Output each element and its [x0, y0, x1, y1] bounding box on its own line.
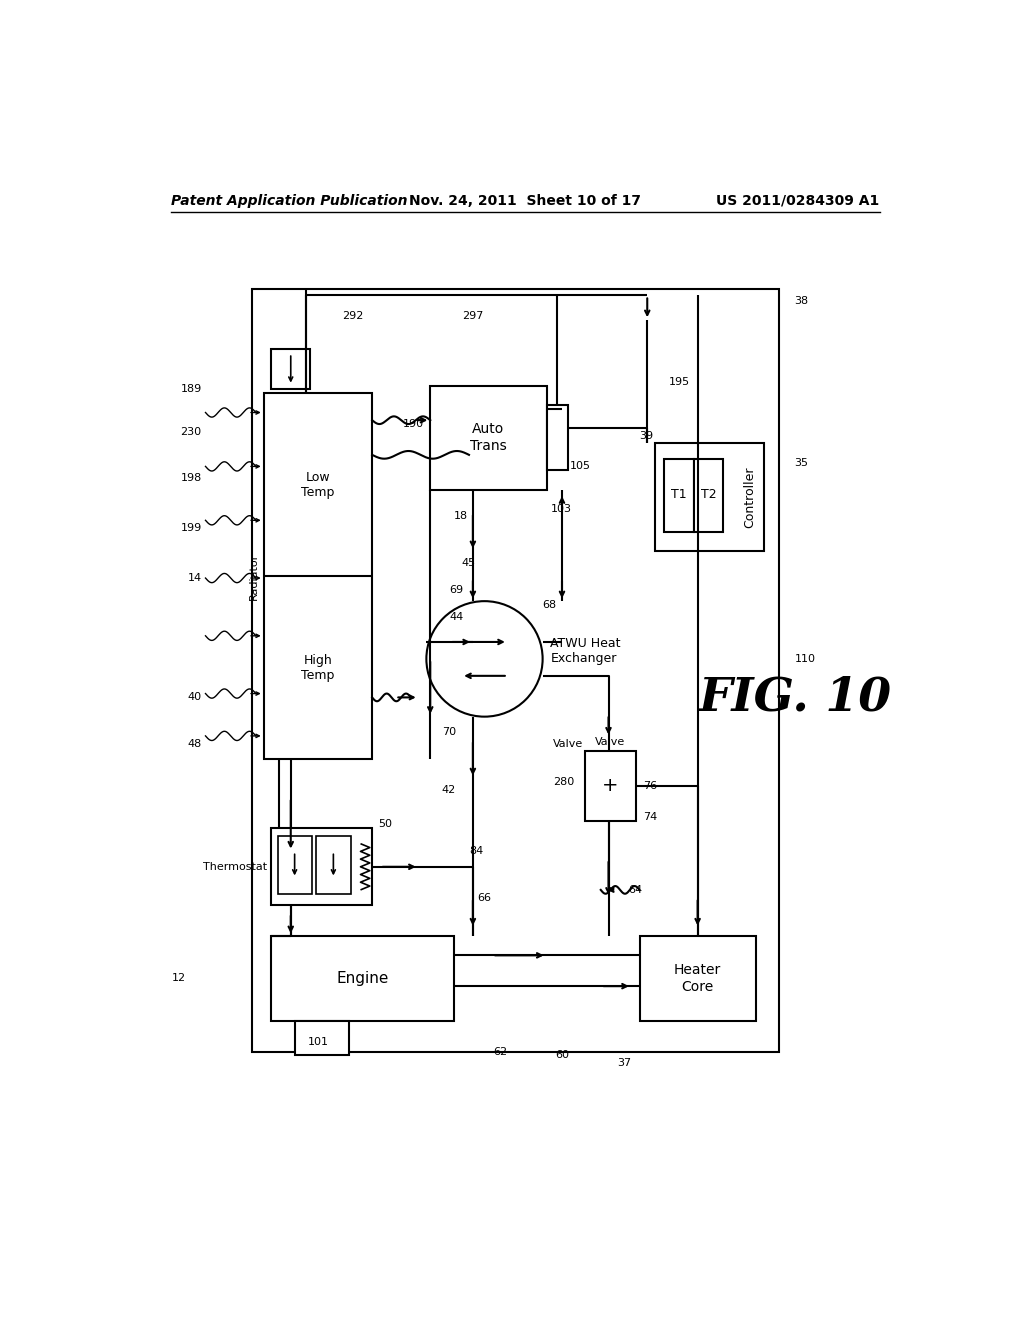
Bar: [271, 829, 372, 906]
Text: ATWU Heat
Exchanger: ATWU Heat Exchanger: [550, 638, 621, 665]
Text: 297: 297: [462, 312, 483, 321]
Bar: [263, 393, 372, 759]
Bar: [271, 350, 310, 389]
Text: 189: 189: [180, 384, 202, 395]
Text: 64: 64: [628, 884, 642, 895]
Text: 199: 199: [180, 523, 202, 533]
Text: 101: 101: [307, 1038, 329, 1047]
Text: 76: 76: [643, 781, 657, 791]
Bar: [547, 405, 568, 470]
Text: Auto
Trans: Auto Trans: [470, 422, 507, 453]
Text: Heater
Core: Heater Core: [674, 964, 721, 994]
Text: Valve: Valve: [553, 739, 583, 748]
Text: T1: T1: [671, 488, 687, 502]
Text: 45: 45: [461, 557, 475, 568]
Text: 190: 190: [403, 418, 424, 429]
Text: 84: 84: [469, 846, 483, 857]
Text: 50: 50: [378, 820, 392, 829]
Text: Valve: Valve: [595, 737, 626, 747]
Text: 66: 66: [477, 892, 490, 903]
Text: Patent Application Publication: Patent Application Publication: [171, 194, 408, 207]
Text: 230: 230: [180, 426, 202, 437]
Bar: [316, 836, 351, 894]
Text: 103: 103: [550, 504, 571, 513]
Text: 70: 70: [442, 727, 456, 737]
Bar: [430, 385, 547, 490]
Text: 68: 68: [543, 601, 557, 610]
Text: 292: 292: [342, 312, 364, 321]
Text: 62: 62: [493, 1047, 507, 1056]
Text: FIG. 10: FIG. 10: [698, 675, 891, 721]
Bar: [693, 459, 723, 532]
Text: Engine: Engine: [336, 972, 389, 986]
Bar: [271, 936, 454, 1020]
Text: Controller: Controller: [743, 466, 756, 528]
Text: Thermostat: Thermostat: [204, 862, 267, 871]
Bar: [278, 836, 312, 894]
Text: 198: 198: [180, 473, 202, 483]
Text: Nov. 24, 2011  Sheet 10 of 17: Nov. 24, 2011 Sheet 10 of 17: [409, 194, 641, 207]
Text: 42: 42: [442, 785, 456, 795]
Text: 105: 105: [569, 462, 591, 471]
Text: +: +: [602, 776, 618, 796]
Text: 60: 60: [555, 1051, 569, 1060]
Text: T2: T2: [700, 488, 716, 502]
Text: 110: 110: [795, 653, 815, 664]
Text: 37: 37: [616, 1059, 631, 1068]
Bar: [655, 444, 764, 552]
Text: 14: 14: [187, 573, 202, 583]
Text: US 2011/0284309 A1: US 2011/0284309 A1: [717, 194, 880, 207]
Bar: [640, 936, 756, 1020]
Text: 35: 35: [795, 458, 809, 467]
Text: 18: 18: [454, 511, 468, 521]
Text: High
Temp: High Temp: [301, 653, 335, 681]
Bar: [586, 751, 636, 821]
Text: 74: 74: [643, 812, 657, 822]
Text: 69: 69: [450, 585, 464, 594]
Text: 40: 40: [187, 693, 202, 702]
Bar: [295, 1020, 349, 1056]
Text: 44: 44: [450, 611, 464, 622]
Bar: [252, 289, 779, 1052]
Text: 12: 12: [172, 973, 186, 983]
Text: 195: 195: [669, 376, 690, 387]
Text: 280: 280: [553, 777, 573, 787]
Text: 39: 39: [640, 430, 653, 441]
Text: Low
Temp: Low Temp: [301, 471, 335, 499]
Text: Radiator: Radiator: [249, 553, 259, 599]
Text: 38: 38: [795, 296, 809, 306]
Text: 48: 48: [187, 739, 202, 748]
Bar: [665, 459, 693, 532]
